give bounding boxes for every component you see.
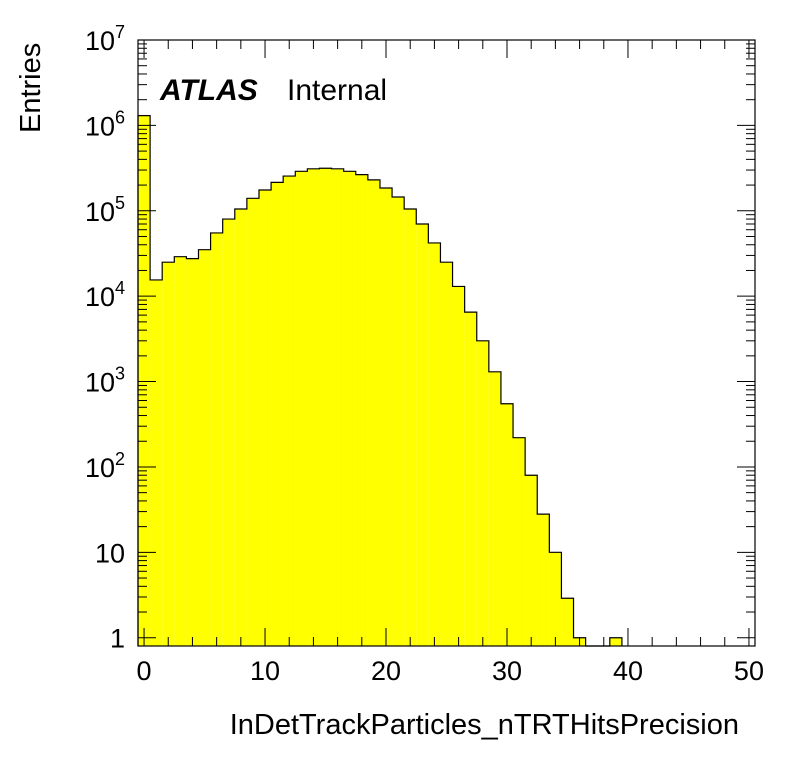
x-axis-label: InDetTrackParticles_nTRTHitsPrecision — [230, 709, 739, 741]
histogram-bin — [476, 340, 489, 646]
histogram-bars — [137, 115, 623, 647]
histogram-bin — [549, 552, 562, 646]
histogram-bin — [500, 403, 514, 646]
histogram-bin — [609, 637, 622, 646]
histogram-bin — [525, 475, 538, 646]
x-tick-label: 10 — [250, 656, 280, 686]
histogram-bin — [210, 232, 223, 646]
histogram-bin — [379, 187, 393, 646]
histogram-bin — [392, 196, 405, 646]
y-tick-label: 104 — [85, 278, 125, 312]
histogram-bin — [416, 224, 429, 647]
histogram-bin — [246, 198, 259, 646]
histogram-bin — [258, 190, 272, 647]
plot-frame — [137, 39, 756, 647]
histogram-bin — [174, 256, 187, 646]
y-tick-label: 105 — [85, 193, 125, 227]
histogram-bin — [428, 242, 441, 646]
histogram-bin — [222, 219, 235, 646]
x-tick-label: 40 — [613, 656, 643, 686]
histogram-bin — [295, 171, 308, 646]
y-tick-label: 106 — [85, 107, 125, 141]
histogram-outline — [137, 115, 623, 647]
histogram-bin — [283, 176, 296, 646]
x-tick-label: 0 — [137, 656, 152, 686]
x-tick-label: 20 — [371, 656, 401, 686]
histogram-bin — [343, 171, 356, 646]
y-axis-label: Entries — [15, 43, 47, 133]
histogram-bin — [355, 174, 368, 647]
histogram-bin — [271, 182, 284, 646]
histogram-bin — [513, 437, 526, 646]
histogram-bin — [307, 168, 320, 646]
histogram-bin — [150, 279, 163, 646]
histogram-bin — [331, 168, 344, 646]
y-tick-label: 102 — [85, 449, 125, 483]
y-tick-label: 107 — [85, 22, 125, 56]
x-tick-labels: 0 10 20 30 40 50 — [137, 656, 764, 686]
y-tick-labels: 1 10 102 103 104 105 106 107 — [85, 22, 125, 654]
histogram-bin — [464, 312, 477, 646]
histogram-bin — [319, 168, 332, 646]
histogram-bin — [162, 262, 175, 646]
histogram-bin — [234, 208, 247, 646]
histogram-bin — [138, 115, 151, 647]
atlas-label: ATLAS — [159, 74, 258, 107]
histogram-bin — [440, 262, 453, 646]
axis-ticks — [138, 39, 755, 646]
y-tick-label: 1 — [110, 624, 125, 654]
histogram-bin — [404, 208, 417, 646]
histogram-bin — [367, 179, 380, 646]
histogram-bin — [537, 514, 550, 646]
histogram-bin — [561, 598, 574, 646]
histogram-bin — [186, 258, 199, 646]
y-tick-label: 10 — [95, 538, 125, 568]
internal-label: Internal — [287, 74, 387, 107]
histogram-bin — [198, 249, 211, 646]
y-tick-label: 103 — [85, 364, 125, 398]
histogram-bin — [488, 371, 501, 646]
x-tick-label: 30 — [492, 656, 522, 686]
histogram-bin — [452, 286, 465, 646]
x-tick-label: 50 — [734, 656, 764, 686]
